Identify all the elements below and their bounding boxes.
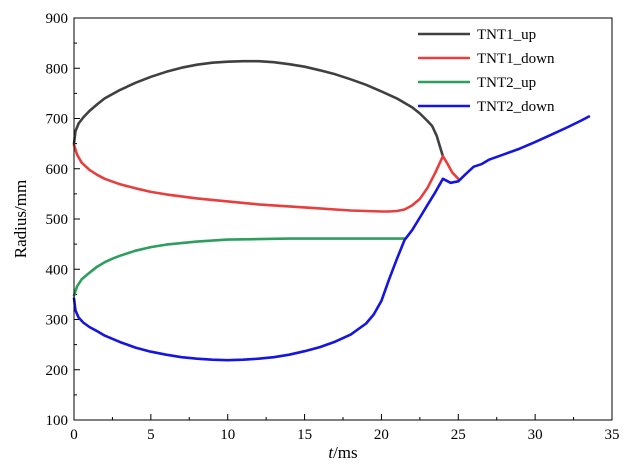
ticks-layer: 0 5 10 15 20 25 30 35 100 200 300 400 500 600 700 800 90… <box>46 11 620 443</box>
y-tick-label: 900 <box>46 11 69 27</box>
series-line-tnt1-down <box>72 143 460 213</box>
x-axis-title: t/ms <box>328 443 357 462</box>
plot-frame <box>73 17 613 421</box>
x-tick-label: 10 <box>220 427 235 443</box>
x-tick-label: 35 <box>605 427 620 443</box>
series-line-tnt2-down <box>72 115 591 362</box>
x-tick-label: 25 <box>451 427 466 443</box>
y-tick-label: 300 <box>46 313 69 329</box>
y-axis-title: Radius/mm <box>11 180 30 258</box>
legend-label-tnt1-down: TNT1_down <box>477 51 555 67</box>
x-tick-label: 5 <box>147 427 155 443</box>
y-tick-label: 200 <box>46 363 69 379</box>
series-line-tnt1-up <box>72 59 445 158</box>
legend-label-tnt2-down: TNT2_down <box>477 99 555 115</box>
x-tick-label: 0 <box>70 427 78 443</box>
series-layer <box>72 59 591 362</box>
x-axis-title-italic: t <box>328 443 334 462</box>
y-tick-label: 100 <box>46 413 69 429</box>
series-line-tnt2-up <box>72 237 406 297</box>
x-axis-title-unit: /ms <box>333 443 358 462</box>
x-tick-label: 30 <box>528 427 543 443</box>
y-tick-label: 600 <box>46 162 69 178</box>
y-tick-label: 700 <box>46 112 69 128</box>
y-tick-label: 400 <box>46 262 69 278</box>
legend: TNT1_up TNT1_down TNT2_up TNT2_down <box>418 27 555 115</box>
y-tick-label: 800 <box>46 61 69 77</box>
legend-label-tnt2-up: TNT2_up <box>477 75 536 91</box>
x-tick-label: 20 <box>374 427 389 443</box>
legend-label-tnt1-up: TNT1_up <box>477 27 536 43</box>
x-tick-label: 15 <box>297 427 312 443</box>
y-tick-label: 500 <box>46 212 69 228</box>
